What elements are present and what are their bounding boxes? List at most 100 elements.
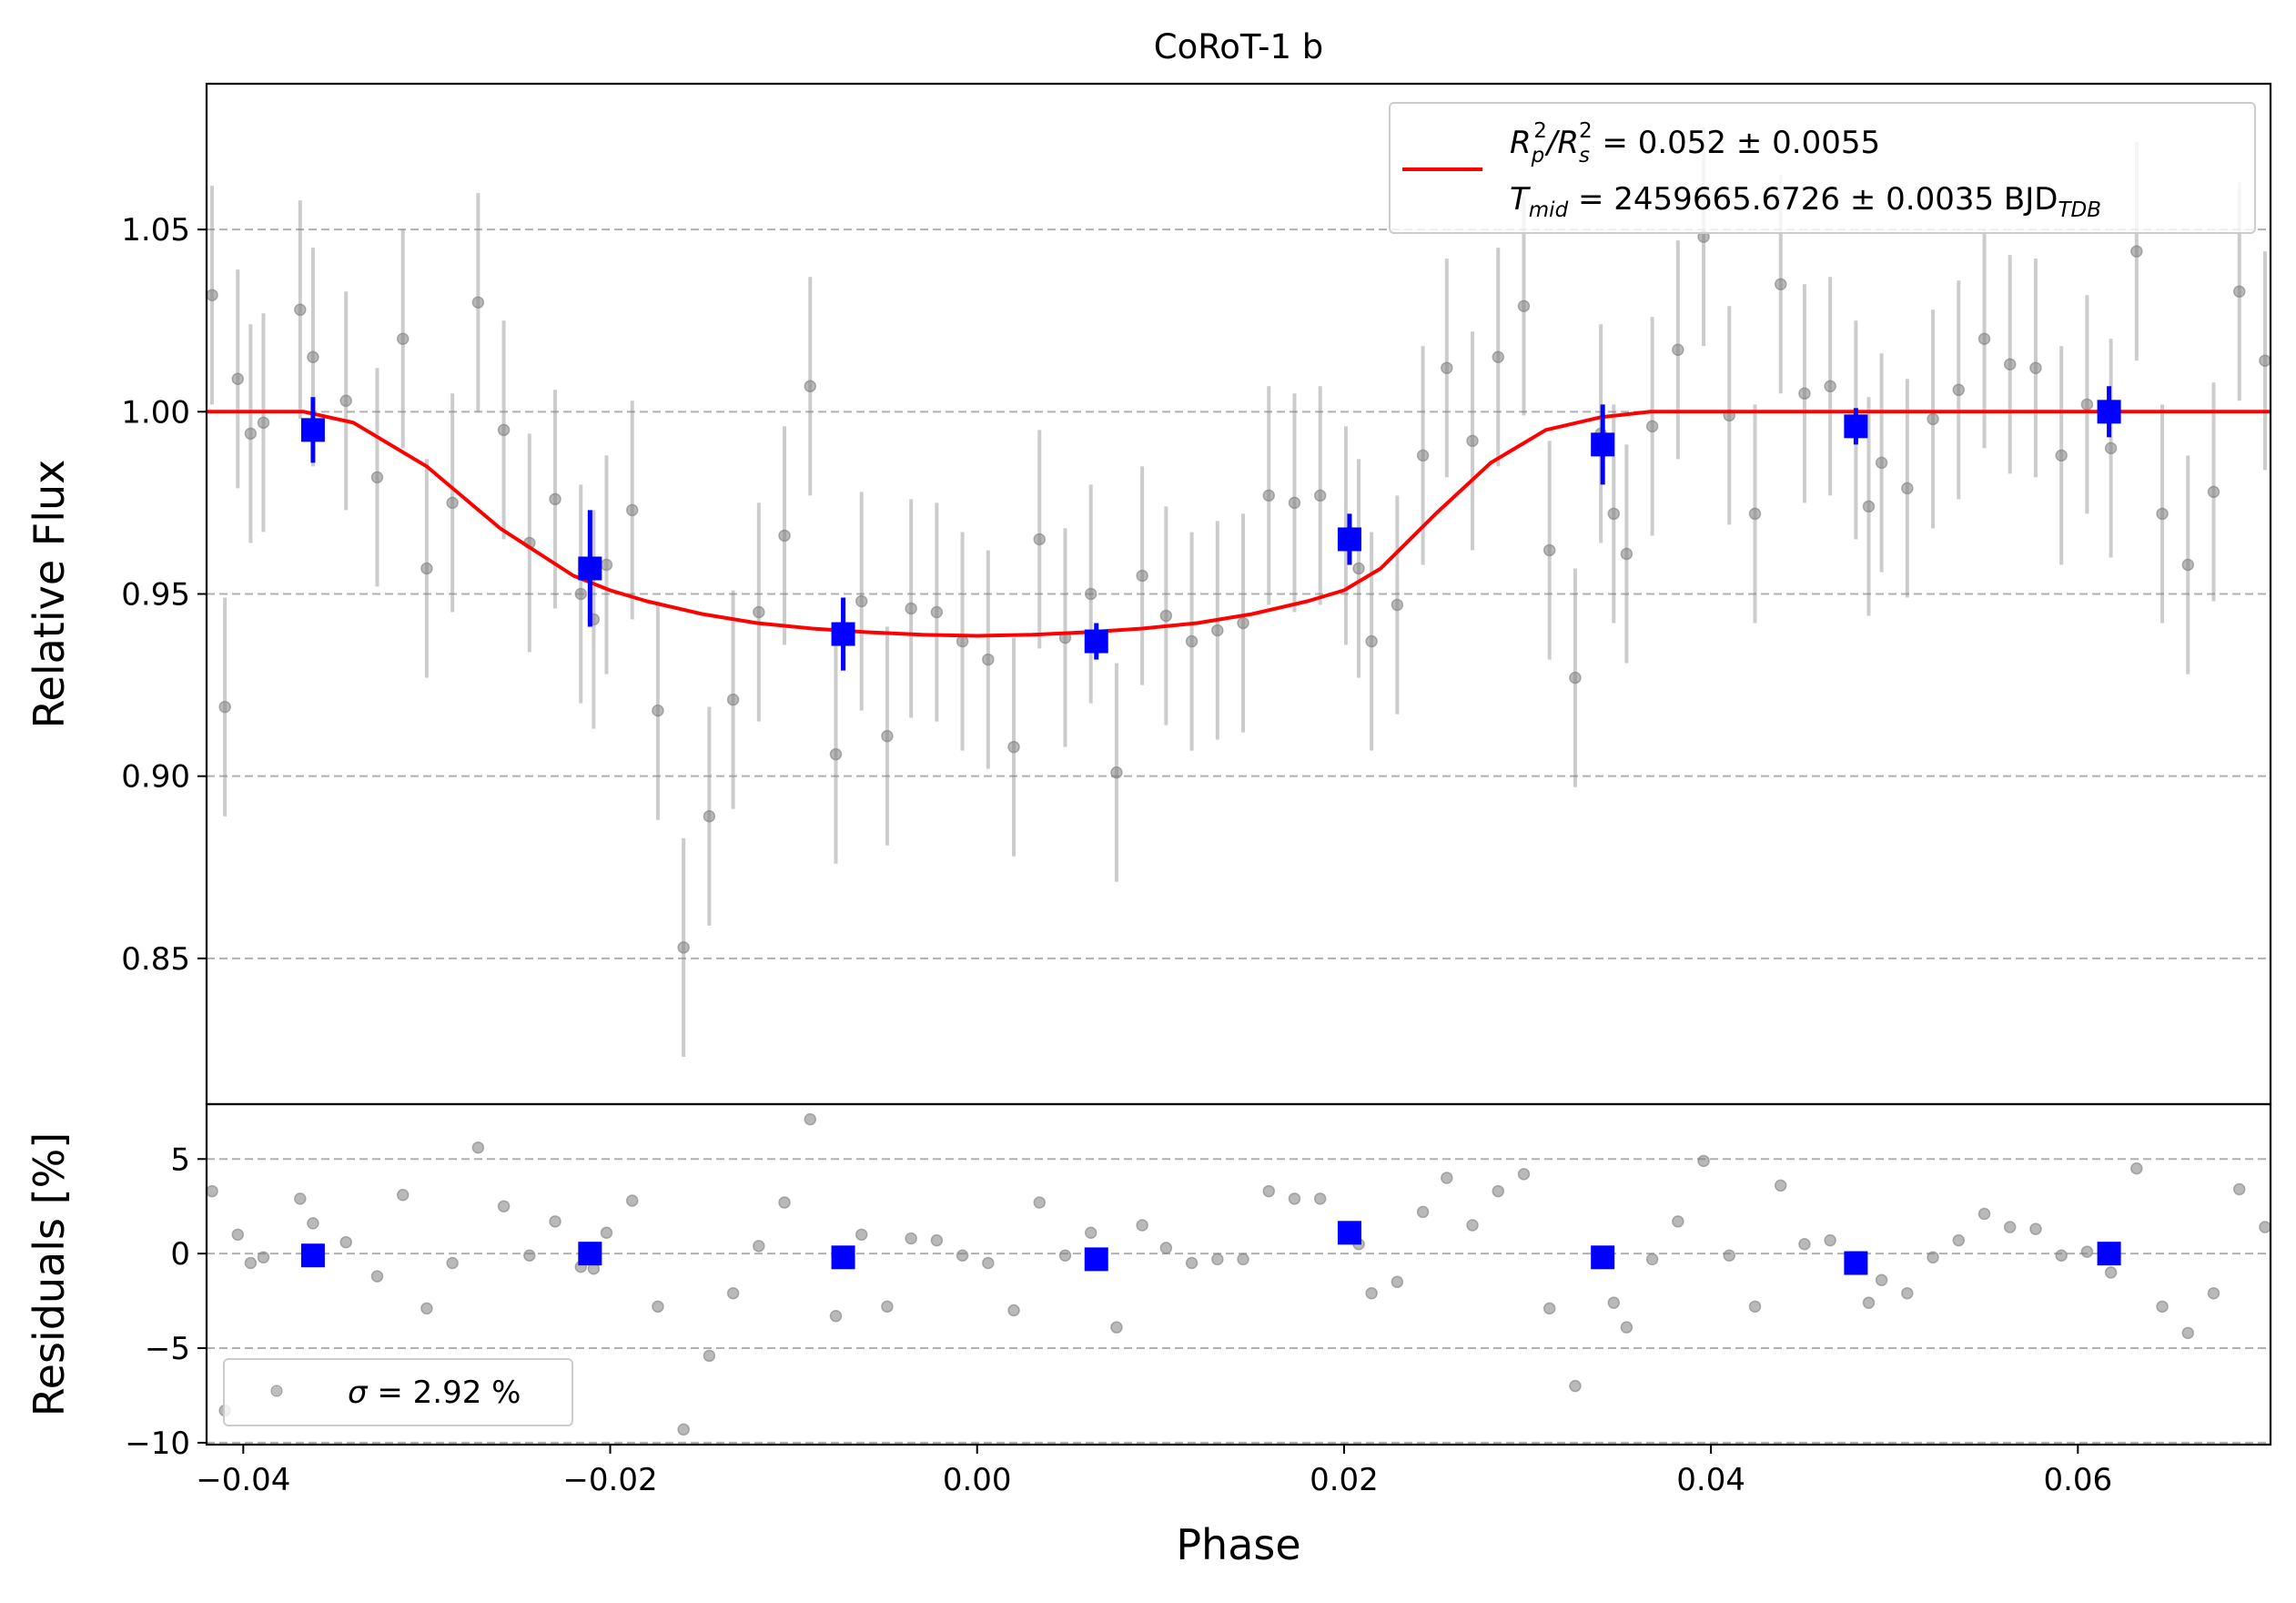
residuals-y-axis-label: Residuals [%] bbox=[25, 1132, 74, 1416]
residual-y-tick-label: −10 bbox=[125, 1425, 190, 1462]
raw-point bbox=[1007, 740, 1020, 754]
binned-point bbox=[1591, 432, 1615, 457]
raw-point bbox=[2232, 285, 2246, 298]
raw-point bbox=[1185, 634, 1199, 648]
raw-point bbox=[600, 558, 613, 572]
raw-point bbox=[753, 605, 765, 619]
raw-residual-point bbox=[1136, 1219, 1148, 1232]
raw-point bbox=[1136, 569, 1148, 583]
raw-point bbox=[339, 394, 352, 408]
raw-residual-point bbox=[2080, 1245, 2094, 1258]
binned-point bbox=[300, 418, 325, 442]
raw-residual-point bbox=[2232, 1182, 2246, 1196]
raw-residual-point bbox=[1620, 1321, 1633, 1334]
raw-point bbox=[2003, 358, 2017, 371]
raw-point bbox=[982, 653, 995, 666]
raw-residual-point bbox=[1211, 1253, 1224, 1266]
raw-point bbox=[1211, 624, 1224, 637]
legend-r-sup-2b: 2 bbox=[1579, 119, 1593, 143]
raw-point bbox=[804, 380, 817, 393]
raw-point bbox=[1748, 507, 1762, 521]
binned-data-points bbox=[300, 386, 2121, 671]
raw-residual-point bbox=[307, 1217, 319, 1230]
raw-residual-point bbox=[1262, 1184, 1276, 1198]
x-tick-label: 0.00 bbox=[943, 1462, 1012, 1498]
raw-point bbox=[244, 427, 258, 441]
raw-point bbox=[1313, 489, 1327, 502]
raw-residual-point bbox=[339, 1235, 352, 1249]
legend-t-sub-mid: mid bbox=[1529, 198, 1569, 222]
raw-residual-point bbox=[1492, 1184, 1505, 1198]
raw-point bbox=[2080, 398, 2094, 411]
legend-r-sub-s: s bbox=[1579, 144, 1590, 167]
raw-residual-point bbox=[420, 1302, 433, 1315]
raw-residual-point bbox=[1607, 1296, 1621, 1309]
raw-point bbox=[307, 350, 319, 364]
raw-residual-point bbox=[652, 1300, 664, 1314]
raw-point bbox=[1607, 507, 1621, 521]
raw-point bbox=[1391, 598, 1404, 612]
raw-point bbox=[1862, 500, 1876, 513]
raw-residual-point bbox=[1084, 1226, 1097, 1240]
raw-residual-point bbox=[2003, 1221, 2017, 1233]
binned-point bbox=[1337, 527, 1361, 552]
raw-point bbox=[497, 423, 511, 437]
raw-point bbox=[1237, 616, 1249, 630]
y-tick-label: 0.95 bbox=[121, 577, 190, 614]
raw-point bbox=[1824, 380, 1836, 393]
y-tick-label: 1.05 bbox=[121, 212, 190, 249]
raw-residual-point bbox=[753, 1240, 765, 1253]
raw-residual-point bbox=[1237, 1253, 1249, 1266]
raw-point bbox=[549, 492, 561, 506]
raw-point bbox=[2029, 361, 2042, 375]
raw-point bbox=[2156, 507, 2169, 521]
raw-residual-point bbox=[829, 1309, 843, 1323]
raw-residual-point bbox=[523, 1249, 536, 1262]
raw-point bbox=[2207, 485, 2220, 499]
raw-residual-point bbox=[726, 1287, 740, 1300]
raw-residual-point bbox=[2029, 1223, 2042, 1235]
binned-residual-point bbox=[831, 1245, 855, 1270]
raw-residual-point bbox=[881, 1300, 894, 1314]
flux-panel: CoRoT-1 b Relative Flux 0.85 0.90 0.95 1.00… bbox=[25, 27, 2272, 1106]
raw-residual-point bbox=[1416, 1205, 1430, 1219]
raw-point bbox=[2055, 449, 2068, 462]
y-tick-label: 0.85 bbox=[121, 941, 190, 978]
raw-residual-point bbox=[1977, 1207, 1991, 1221]
legend-r-symbol: R bbox=[1510, 125, 1532, 161]
raw-point bbox=[1952, 383, 1966, 397]
raw-point bbox=[1159, 609, 1173, 623]
residual-legend-label: σ = 2.92 % bbox=[348, 1375, 521, 1411]
binned-residual-point bbox=[2097, 1242, 2121, 1266]
raw-point bbox=[1672, 343, 1684, 357]
raw-residual-point bbox=[1569, 1379, 1582, 1393]
legend-t-symbol: T bbox=[1510, 181, 1531, 218]
raw-point bbox=[881, 729, 894, 743]
raw-residual-point bbox=[1517, 1168, 1531, 1181]
raw-residual-point bbox=[982, 1256, 995, 1270]
legend-label-tmid: Tmid = 2459665.6726 ± 0.0035 BJDTDB bbox=[1510, 181, 2101, 222]
raw-residual-point bbox=[1798, 1238, 1811, 1251]
x-ticks: −0.04 −0.02 0.00 0.02 0.04 0.06 bbox=[196, 1445, 2112, 1498]
raw-point bbox=[829, 747, 843, 761]
raw-point bbox=[1033, 533, 1047, 546]
raw-residual-point bbox=[2055, 1249, 2068, 1262]
raw-point bbox=[1798, 387, 1811, 401]
binned-residual-points bbox=[300, 1221, 2121, 1275]
raw-residual-point bbox=[370, 1270, 384, 1283]
raw-residual-point bbox=[446, 1256, 459, 1270]
raw-residual-point bbox=[778, 1196, 791, 1209]
raw-residual-point bbox=[1542, 1302, 1556, 1315]
binned-residual-point bbox=[578, 1242, 602, 1266]
raw-residual-point bbox=[855, 1228, 868, 1242]
raw-point bbox=[1262, 489, 1276, 502]
raw-point bbox=[574, 587, 588, 601]
raw-point bbox=[1352, 562, 1365, 575]
sigma-value: = 2.92 % bbox=[368, 1375, 521, 1411]
raw-point bbox=[1774, 278, 1787, 290]
raw-residual-point bbox=[1901, 1287, 1914, 1300]
raw-residual-point bbox=[1058, 1249, 1072, 1262]
raw-residual-point bbox=[2207, 1287, 2220, 1300]
binned-residual-point bbox=[1591, 1245, 1615, 1270]
raw-point bbox=[1927, 412, 1939, 426]
